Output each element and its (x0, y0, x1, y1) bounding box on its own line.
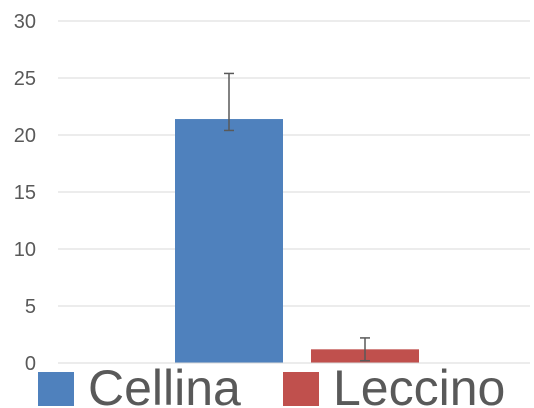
y-tick-label: 25 (14, 68, 36, 90)
y-tick-label: 20 (14, 125, 36, 147)
legend-item-cellina: Cellina (38, 360, 241, 408)
y-tick-label: 0 (25, 353, 36, 375)
bars (175, 119, 419, 363)
gridlines (58, 20, 530, 307)
legend-label: Cellina (88, 360, 241, 408)
y-axis-tick-labels: 0 5 10 15 20 25 30 (14, 11, 36, 375)
y-tick-label: 30 (14, 11, 36, 33)
legend-item-leccino: Leccino (283, 360, 505, 408)
legend: Cellina Leccino (38, 360, 505, 408)
bar-cellina (175, 119, 283, 363)
legend-label: Leccino (333, 360, 505, 408)
error-bar-cellina (224, 72, 234, 132)
y-tick-label: 10 (14, 239, 36, 261)
y-tick-label: 15 (14, 182, 36, 204)
error-bars (224, 72, 370, 362)
legend-swatch (38, 372, 74, 406)
legend-swatch (283, 372, 319, 406)
y-tick-label: 5 (25, 296, 36, 318)
error-bar-leccino (360, 337, 370, 362)
